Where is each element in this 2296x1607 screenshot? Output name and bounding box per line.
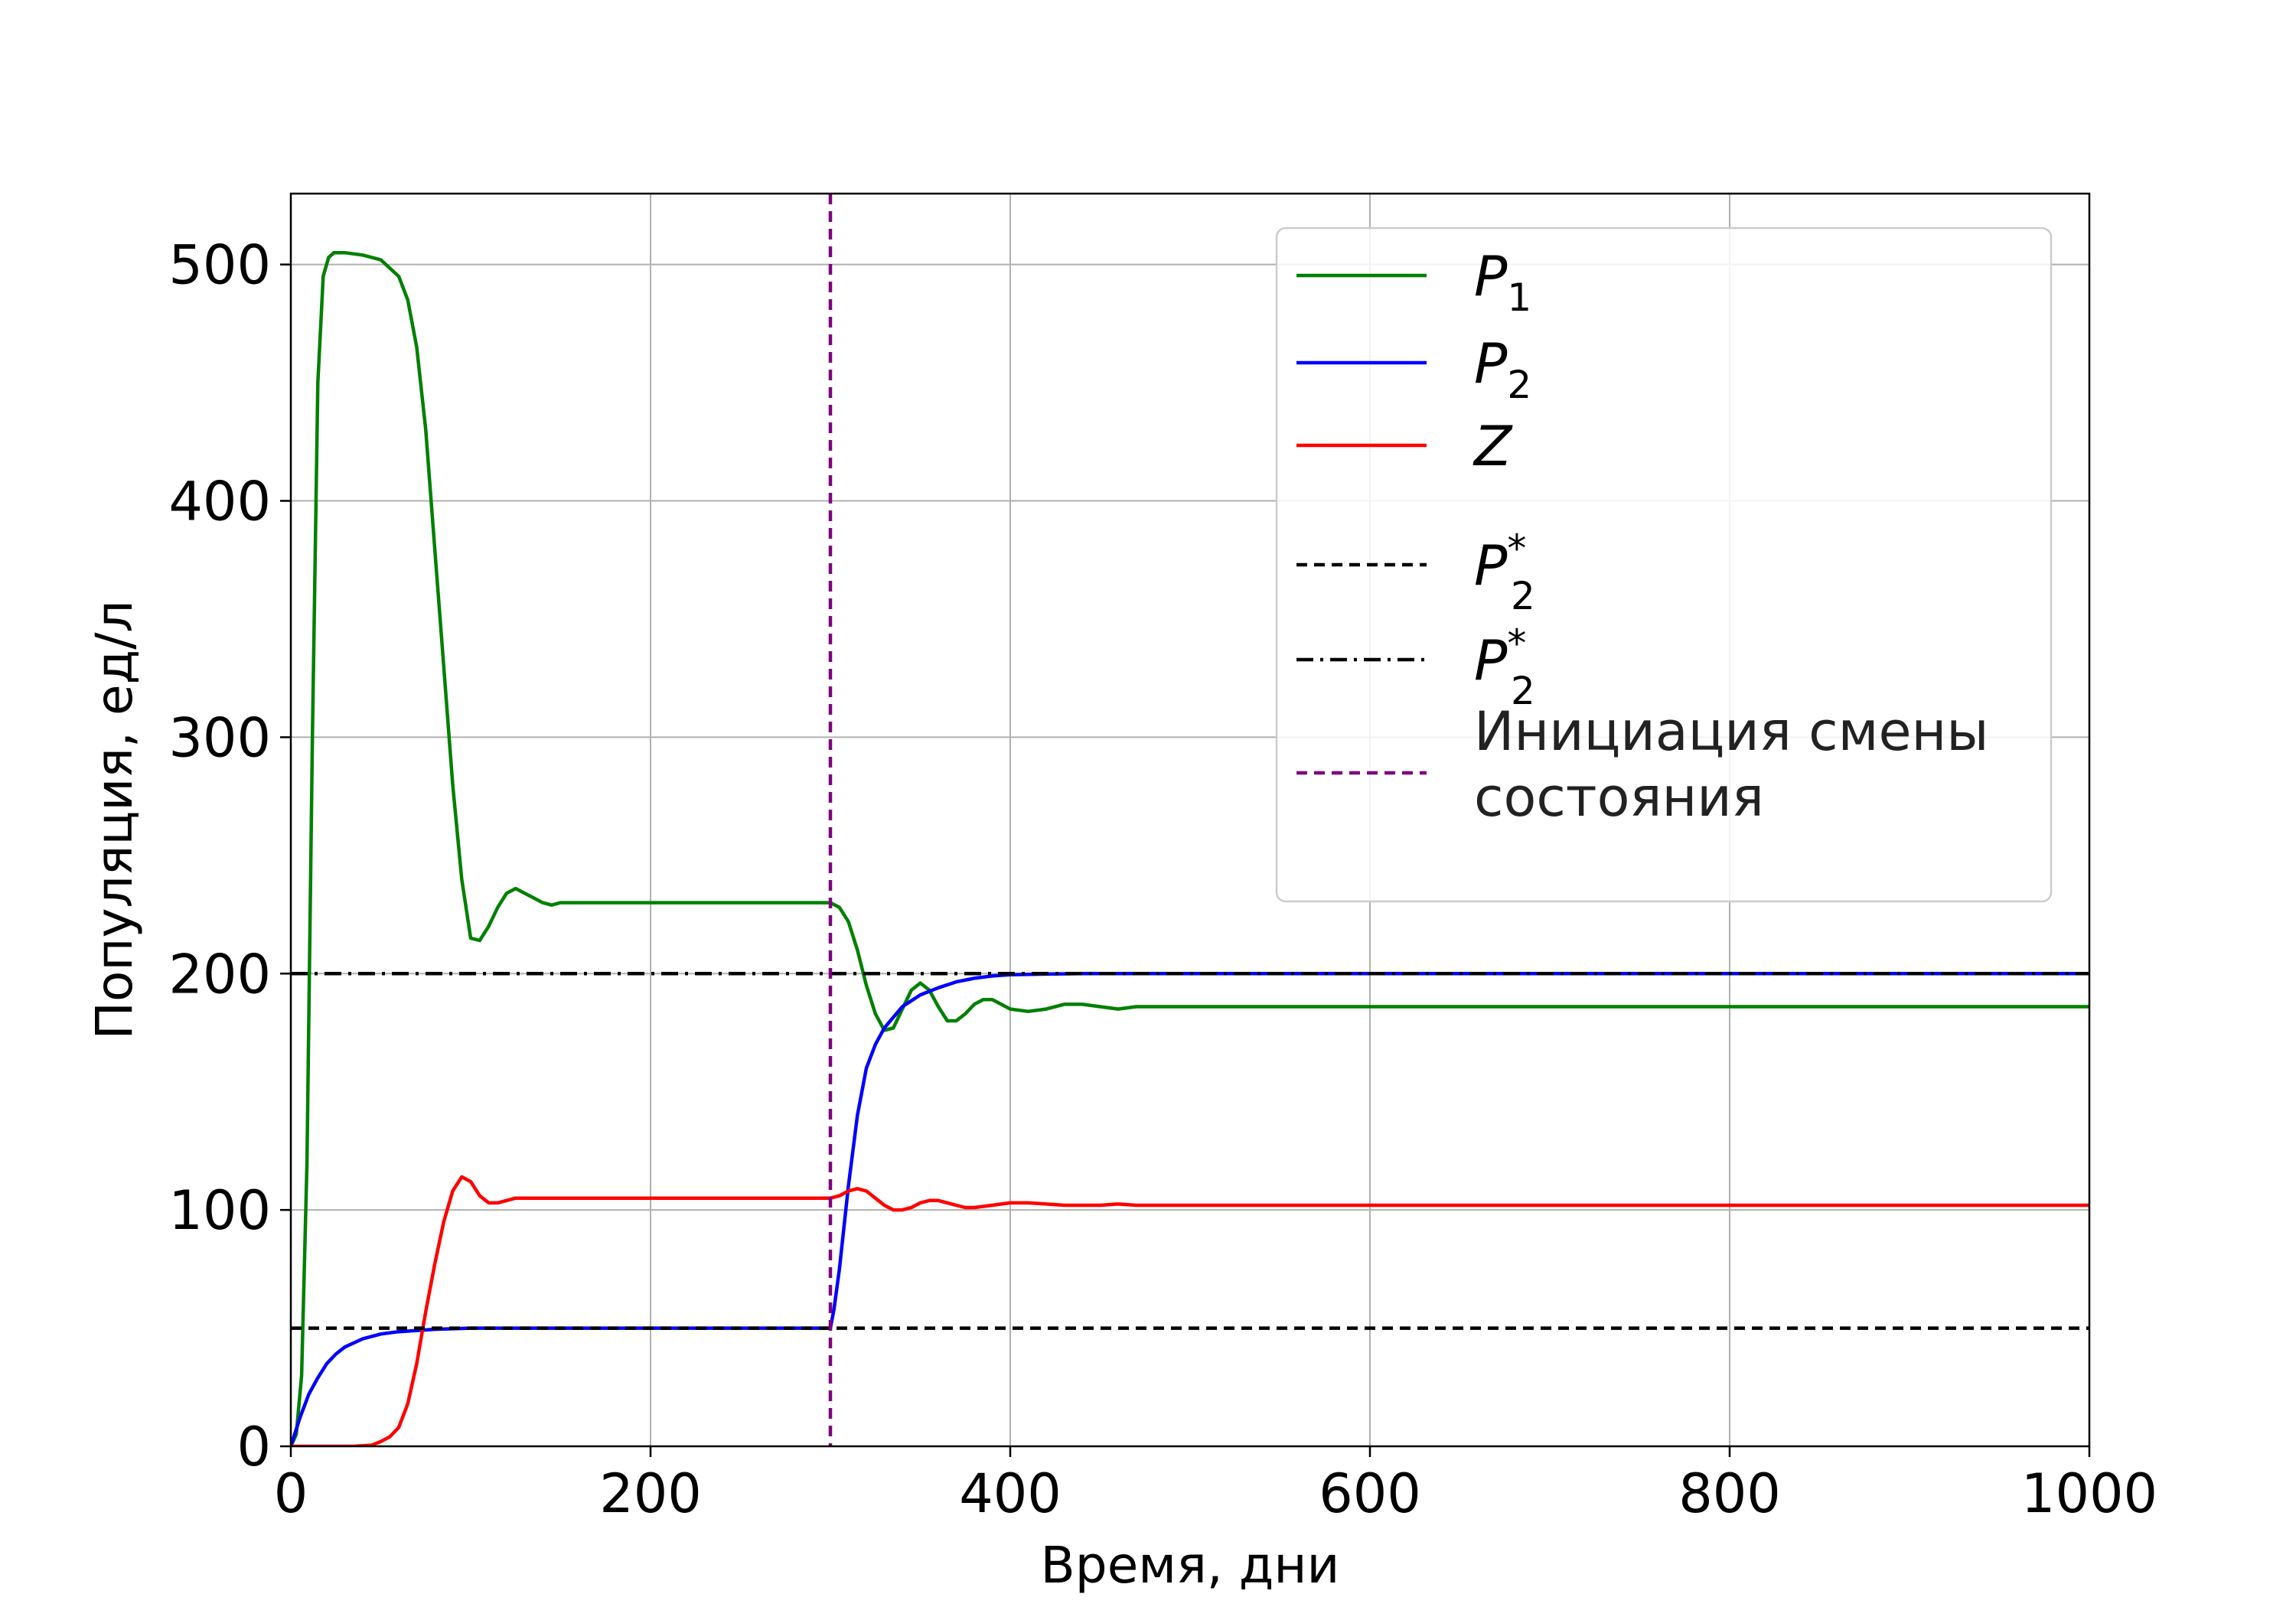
legend-label-5-line-1: состояния [1474, 766, 1764, 829]
y-tick-label: 0 [236, 1416, 271, 1478]
x-axis-label: Время, дни [1041, 1536, 1340, 1595]
x-tick-label: 0 [274, 1462, 308, 1525]
y-tick-label: 500 [168, 234, 271, 297]
legend-label-0: P1 [1474, 244, 1531, 320]
legend-label-2: Z [1473, 414, 1513, 478]
series-line-2 [291, 1175, 2089, 1446]
y-tick-label: 300 [168, 706, 271, 769]
legend-label-3: P* 2 [1474, 526, 1535, 618]
axis-ticks: 0 200 400 600 800 1000 0 100 200 300 400 500 [168, 234, 2157, 1525]
legend-label-1: P2 [1474, 331, 1531, 407]
y-tick-label: 200 [168, 943, 271, 1006]
legend-box [1275, 227, 2053, 903]
x-tick-label: 200 [599, 1462, 702, 1525]
y-axis-label: Популяция, ед/л [85, 600, 144, 1039]
legend-label-4: P* 2 [1474, 621, 1535, 713]
series-line-0 [291, 250, 2089, 1446]
x-tick-label: 400 [959, 1462, 1062, 1525]
x-tick-label: 800 [1678, 1462, 1781, 1525]
legend-label-5-line-0: Инициация смены [1474, 700, 1989, 763]
x-tick-label: 1000 [2021, 1462, 2157, 1525]
y-tick-label: 400 [168, 471, 271, 533]
plot-series [291, 194, 2089, 1446]
x-tick-label: 600 [1319, 1462, 1421, 1525]
y-tick-label: 100 [168, 1179, 271, 1242]
axes-frame [289, 192, 2091, 1448]
